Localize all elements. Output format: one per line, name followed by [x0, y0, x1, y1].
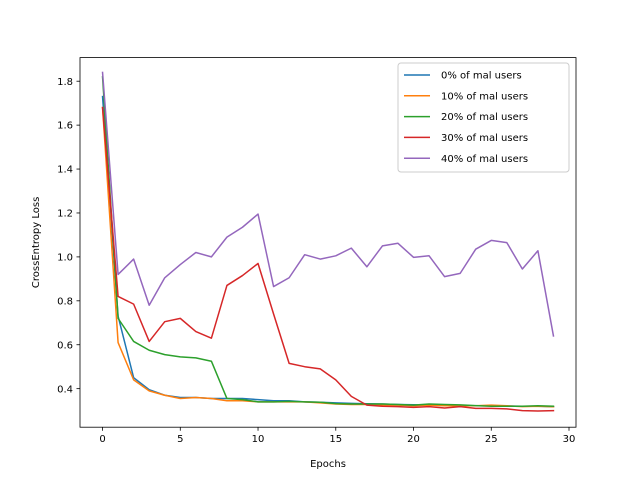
y-tick-label: 1.6 [57, 121, 73, 132]
legend: 0% of mal users 10% of mal users 20% of ma… [397, 62, 570, 173]
series-line-2 [101, 76, 555, 408]
plot-frame [79, 57, 577, 428]
series-layer [101, 71, 555, 412]
y-tick-label: 1.0 [57, 252, 73, 263]
series-line-3 [101, 106, 555, 412]
legend-label-0: 0% of mal users [441, 71, 522, 82]
x-tick-label: 30 [563, 434, 576, 445]
legend-label-1: 10% of mal users [441, 91, 528, 102]
y-tick-label: 1.4 [57, 165, 73, 176]
y-axis: 0.4 0.6 0.8 1.0 1.2 1.4 1.6 1.8 [57, 77, 80, 395]
y-axis-label: CrossEntropy Loss [31, 197, 42, 288]
x-axis: 0 5 10 15 20 25 30 [99, 427, 575, 445]
y-tick-label: 0.8 [57, 296, 73, 307]
legend-label-3: 30% of mal users [441, 133, 528, 144]
x-tick-label: 25 [485, 434, 498, 445]
y-tick-label: 1.2 [57, 209, 73, 220]
y-tick-label: 0.4 [57, 384, 73, 395]
x-tick-label: 10 [252, 434, 265, 445]
x-tick-label: 0 [99, 434, 105, 445]
y-tick-label: 0.6 [57, 340, 73, 351]
y-tick-label: 1.8 [57, 77, 73, 88]
series-line-4 [101, 71, 555, 337]
x-tick-label: 15 [329, 434, 342, 445]
legend-label-4: 40% of mal users [441, 154, 528, 165]
x-tick-label: 20 [407, 434, 420, 445]
x-tick-label: 5 [177, 434, 183, 445]
legend-box [397, 62, 570, 173]
legend-label-2: 20% of mal users [441, 112, 528, 123]
x-axis-label: Epochs [310, 459, 346, 470]
